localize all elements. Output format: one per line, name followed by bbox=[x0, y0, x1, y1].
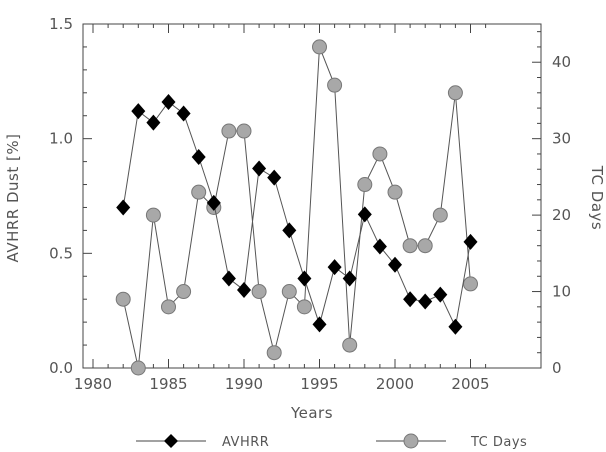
avhrr-point bbox=[342, 270, 357, 287]
avhrr-point bbox=[221, 270, 236, 287]
y-left-tick-label: 0.5 bbox=[49, 244, 73, 262]
avhrr-point bbox=[297, 270, 312, 287]
ticks: 1980 1985 1990 1995 2000 2005 0.0 0.5 1.0 1.5 0 10 2… bbox=[49, 15, 571, 393]
y-axis-title-right: TC Days bbox=[588, 165, 606, 230]
tc-days-point bbox=[402, 238, 418, 254]
avhrr-point bbox=[448, 318, 463, 335]
avhrr-point bbox=[116, 199, 131, 216]
tc-days-point bbox=[447, 85, 463, 101]
avhrr-point bbox=[327, 259, 342, 276]
tc-days-point bbox=[191, 184, 207, 200]
x-tick-label: 2000 bbox=[376, 375, 414, 393]
legend-item-avhrr: AVHRR bbox=[136, 434, 269, 450]
avhrr-point bbox=[418, 293, 433, 310]
tc-days-point bbox=[145, 207, 161, 223]
tc-days-point bbox=[221, 123, 237, 139]
series-layer bbox=[115, 39, 478, 376]
avhrr-point bbox=[146, 114, 161, 131]
avhrr-point bbox=[206, 194, 221, 211]
avhrr-point bbox=[252, 160, 267, 177]
tc-days-point bbox=[342, 337, 358, 353]
legend-label-tc-days: TC Days bbox=[470, 435, 527, 450]
x-tick-label: 1990 bbox=[225, 375, 263, 393]
avhrr-point bbox=[372, 238, 387, 255]
avhrr-point bbox=[463, 233, 478, 250]
tc-days-point bbox=[251, 284, 267, 300]
avhrr-point bbox=[191, 149, 206, 166]
tc-days-point bbox=[387, 184, 403, 200]
legend-label-avhrr: AVHRR bbox=[222, 435, 269, 450]
avhrr-point bbox=[312, 316, 327, 333]
x-tick-label: 1985 bbox=[149, 375, 187, 393]
tc-days-point bbox=[266, 345, 282, 361]
y-right-tick-label: 20 bbox=[552, 206, 571, 224]
legend: AVHRR TC Days bbox=[136, 433, 527, 450]
avhrr-line bbox=[122, 101, 471, 329]
tc-days-point bbox=[130, 360, 146, 376]
y-left-tick-label: 0.0 bbox=[49, 359, 73, 377]
tc-days-line bbox=[122, 46, 471, 369]
x-axis-title: Years bbox=[290, 404, 333, 422]
tc-days-point bbox=[161, 299, 176, 315]
legend-marker-circle bbox=[403, 433, 419, 449]
tc-days-point bbox=[357, 177, 373, 193]
tc-days-point bbox=[281, 284, 297, 300]
avhrr-point bbox=[176, 105, 191, 122]
tc-days-point bbox=[417, 238, 433, 254]
tc-days-point bbox=[463, 276, 478, 292]
x-tick-label: 2005 bbox=[451, 375, 489, 393]
y-left-tick-label: 1.5 bbox=[49, 15, 73, 33]
y-right-tick-label: 40 bbox=[552, 53, 571, 71]
tc-days-point bbox=[327, 77, 343, 93]
tc-days-point bbox=[115, 291, 131, 307]
avhrr-point bbox=[237, 282, 251, 299]
y-left-tick-label: 1.0 bbox=[49, 130, 73, 148]
axes-frame bbox=[82, 23, 542, 369]
avhrr-point bbox=[433, 286, 448, 303]
avhrr-point bbox=[403, 291, 418, 308]
y-right-tick-label: 30 bbox=[552, 130, 571, 148]
avhrr-point bbox=[161, 93, 176, 110]
tc-days-point bbox=[372, 146, 388, 162]
tc-days-point bbox=[312, 39, 327, 55]
y-right-tick-label: 0 bbox=[552, 359, 562, 377]
tc-days-point bbox=[236, 123, 252, 139]
tc-days-point bbox=[176, 284, 192, 300]
y-right-tick-label: 10 bbox=[552, 283, 571, 301]
x-tick-label: 1995 bbox=[300, 375, 338, 393]
avhrr-point bbox=[267, 169, 282, 186]
avhrr-point bbox=[131, 103, 146, 120]
plot-frame bbox=[82, 23, 542, 369]
tc-days-point bbox=[432, 207, 448, 223]
legend-marker-diamond bbox=[164, 434, 178, 448]
y-axis-title-left: AVHRR Dust [%] bbox=[4, 134, 22, 263]
avhrr-point bbox=[388, 256, 402, 273]
legend-item-tc-days: TC Days bbox=[376, 433, 527, 450]
avhrr-point bbox=[282, 222, 297, 239]
x-tick-label: 1980 bbox=[74, 375, 112, 393]
avhrr-point bbox=[357, 206, 372, 223]
tc-days-point bbox=[296, 299, 312, 315]
